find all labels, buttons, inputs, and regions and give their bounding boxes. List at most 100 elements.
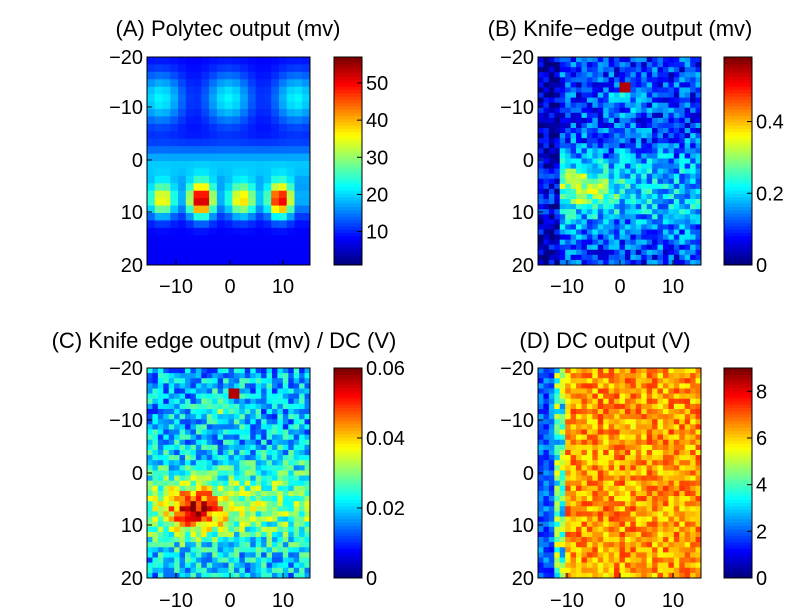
panel-b-heat-cell: [559, 219, 566, 225]
panel-b-colorbar-step: [724, 167, 752, 172]
panel-b-heat-cell: [635, 199, 642, 205]
panel-c-heat-cell: [299, 449, 305, 456]
panel-d-heat-cell: [570, 506, 577, 512]
panel-b-heat-cell: [586, 158, 593, 164]
panel-b-heat-cell: [624, 133, 631, 139]
panel-c-heat-cell: [185, 449, 191, 456]
panel-d-heat-cell: [586, 429, 593, 435]
panel-b-heat-cell: [619, 72, 626, 78]
panel-a-heat-cell: [147, 213, 156, 221]
panel-b-heat-cell: [543, 214, 550, 220]
panel-d-heat-cell: [586, 516, 593, 523]
panel-c-heat-cell: [147, 572, 153, 579]
panel-d-heat-cell: [548, 439, 555, 446]
panel-a-heat-cell: [302, 109, 311, 117]
panel-b-heat-cell: [614, 163, 620, 170]
panel-b-heat-cell: [646, 249, 653, 256]
panel-d-heat-cell: [679, 567, 686, 574]
panel-b-heat-cell: [624, 168, 631, 175]
panel-b-heat-cell: [619, 163, 626, 170]
panel-b-heat-cell: [619, 158, 626, 164]
panel-c-heat-cell: [293, 455, 300, 461]
panel-c-heat-cell: [163, 429, 170, 435]
panel-d-colorbar-step: [724, 374, 752, 379]
panel-c-heat-cell: [261, 547, 267, 553]
panel-d-heat-cell: [559, 470, 566, 476]
panel-d-heat-cell: [548, 378, 555, 384]
panel-d-heat-cell: [684, 516, 691, 523]
panel-c-heat-cell: [212, 434, 219, 441]
panel-a-heat-cell: [286, 86, 295, 95]
panel-a-heat-cell: [271, 94, 280, 102]
panel-d-heat-cell: [652, 368, 658, 374]
panel-c-heat-cell: [152, 424, 159, 430]
panel-d-heat-cell: [538, 465, 544, 471]
panel-a-heat-cell: [278, 175, 288, 184]
panel-b-heat-cell: [624, 244, 631, 251]
panel-a-heat-cell: [302, 183, 311, 192]
panel-b-heat-cell: [570, 163, 577, 170]
panel-a-heat-cell: [263, 213, 272, 221]
panel-d-heat-cell: [684, 429, 691, 435]
panel-d-heat-cell: [673, 521, 680, 528]
panel-d-heat-cell: [652, 496, 658, 502]
panel-a-heat-cell: [185, 205, 194, 214]
panel-a-heat-cell: [178, 220, 187, 229]
panel-a-heat-cell: [240, 86, 249, 95]
panel-b-heat-cell: [679, 112, 686, 119]
panel-c-heat-cell: [277, 496, 284, 502]
panel-c-heat-cell: [147, 526, 153, 533]
panel-c-heat-cell: [304, 531, 311, 538]
panel-c-heat-cell: [179, 419, 186, 425]
panel-d-heat-cell: [641, 434, 648, 441]
panel-c-colorbar-step: [334, 476, 362, 481]
panel-c-heat-cell: [299, 552, 305, 558]
panel-b-heat-cell: [673, 133, 680, 139]
panel-d-heat-cell: [619, 557, 626, 564]
panel-c-colorbar: [333, 367, 363, 579]
panel-b-heat-cell: [630, 97, 637, 104]
panel-a-heat-cell: [232, 138, 241, 147]
panel-b-heat-cell: [668, 82, 675, 88]
panel-c-heat-cell: [201, 383, 208, 389]
panel-c-heat-cell: [174, 398, 180, 405]
panel-b-colorbar-step: [724, 161, 752, 165]
panel-b-heat-cell: [662, 234, 669, 241]
panel-a-heat-cell: [263, 57, 272, 65]
panel-b-heat-cell: [673, 153, 680, 159]
panel-d-heat-cell: [608, 449, 615, 456]
panel-c-heat-cell: [195, 485, 202, 492]
panel-b-heat-cell: [570, 62, 577, 68]
panel-d-heat-cell: [684, 403, 691, 410]
panel-c-heat-cell: [244, 506, 251, 512]
panel-c-heat-cell: [163, 516, 170, 523]
panel-a-heat-cell: [286, 101, 295, 110]
panel-d-heat-cell: [624, 506, 631, 512]
panel-c-heat-cell: [152, 383, 159, 389]
panel-d-heat-cell: [662, 465, 669, 471]
panel-b-heat-cell: [554, 163, 561, 170]
panel-d-heat-cell: [554, 531, 561, 538]
panel-d-heat-cell: [668, 393, 675, 400]
panel-d-colorbar-step: [724, 541, 752, 546]
panel-a-heat-cell: [255, 183, 264, 192]
panel-a-heat-cell: [263, 71, 272, 80]
panel-d-heat-cell: [635, 506, 642, 512]
panel-c-heat-cell: [157, 408, 164, 415]
panel-b-heat-cell: [679, 173, 686, 180]
panel-c-heat-cell: [152, 496, 159, 502]
panel-d-heat-cell: [695, 465, 702, 471]
panel-b-heat-cell: [576, 173, 582, 180]
panel-c-heat-cell: [168, 455, 175, 461]
panel-c-heat-cell: [163, 465, 170, 471]
panel-c-heat-cell: [304, 516, 311, 523]
panel-b-heat-cell: [592, 168, 599, 175]
panel-c-heat-cell: [152, 455, 159, 461]
panel-b-heat-cell: [538, 133, 544, 139]
panel-c-heat-cell: [282, 516, 289, 523]
panel-c-heat-cell: [293, 511, 300, 517]
panel-b-heat-cell: [559, 82, 566, 88]
panel-d-heat-cell: [641, 562, 648, 569]
panel-b-heat-cell: [662, 97, 669, 104]
panel-b-heat-cell: [554, 168, 561, 175]
